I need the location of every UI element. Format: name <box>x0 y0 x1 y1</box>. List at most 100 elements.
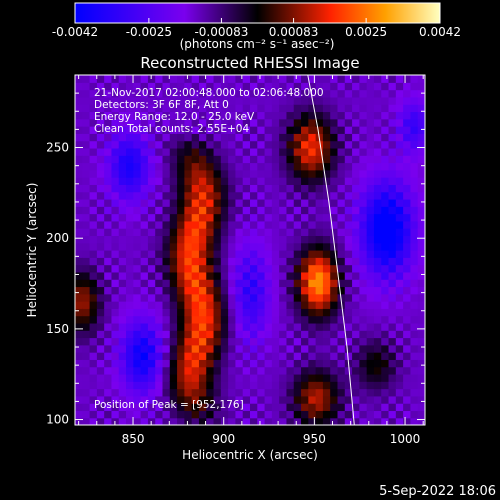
heatmap-cell <box>213 220 222 229</box>
heatmap-cell <box>242 279 251 288</box>
heatmap-cell <box>126 264 134 273</box>
heatmap-cell <box>410 118 419 127</box>
heatmap-cell <box>410 198 419 207</box>
heatmap-cell <box>96 395 105 404</box>
heatmap-cell <box>118 417 127 425</box>
heatmap-cell <box>381 191 390 200</box>
heatmap-cell <box>206 140 215 149</box>
heatmap-cell <box>126 388 134 397</box>
heatmap-cell <box>315 279 324 288</box>
heatmap-cell <box>220 315 229 324</box>
heatmap-cell <box>111 337 120 346</box>
heatmap-cell <box>82 373 91 382</box>
heatmap-cell <box>417 133 425 142</box>
heatmap-cell <box>315 308 324 317</box>
heatmap-cell <box>330 301 339 309</box>
heatmap-cell <box>330 126 339 134</box>
heatmap-cell <box>162 410 171 419</box>
heatmap-cell <box>147 147 156 156</box>
heatmap-cell <box>250 198 258 207</box>
heatmap-cell <box>366 330 375 339</box>
heatmap-cell <box>89 228 98 237</box>
x-axis: 850 900 950 1000 <box>78 75 424 446</box>
heatmap-cell <box>155 111 164 120</box>
heatmap-cell <box>191 403 200 412</box>
heatmap-cell <box>213 104 222 113</box>
heatmap-cell <box>228 410 237 419</box>
heatmap-cell <box>250 315 258 324</box>
heatmap-cell <box>293 111 302 120</box>
heatmap-cell <box>366 337 375 346</box>
heatmap-cell <box>410 220 419 229</box>
heatmap-cell <box>403 403 412 412</box>
heatmap-cell <box>301 271 309 280</box>
heatmap-cell <box>308 177 317 185</box>
heatmap-cell <box>206 352 215 360</box>
heatmap-cell <box>96 403 105 412</box>
heatmap-cell <box>228 417 237 425</box>
heatmap-cell <box>228 286 237 295</box>
heatmap-cell <box>293 126 302 134</box>
heatmap-cell <box>359 352 368 360</box>
heatmap-cell <box>330 403 339 412</box>
heatmap-cell <box>75 301 83 309</box>
heatmap-cell <box>140 96 149 105</box>
heatmap-cell <box>133 169 142 178</box>
heatmap-cell <box>235 206 244 215</box>
heatmap-cell <box>235 352 244 360</box>
heatmap-cell <box>373 352 382 360</box>
heatmap-cell <box>118 169 127 178</box>
heatmap-cell <box>169 286 178 295</box>
x-axis-label: Heliocentric X (arcsec) <box>182 448 318 462</box>
heatmap-cell <box>403 140 412 149</box>
heatmap-cell <box>206 330 215 339</box>
heatmap-cell <box>198 242 207 251</box>
heatmap-cell <box>308 344 317 353</box>
heatmap-cell <box>147 184 156 193</box>
heatmap-cell <box>286 162 295 171</box>
heatmap-cell <box>330 250 339 258</box>
heatmap-cell <box>75 403 83 412</box>
heatmap-cell <box>271 417 280 425</box>
heatmap-cell <box>279 228 288 237</box>
heatmap-cell <box>162 330 171 339</box>
heatmap-cell <box>213 242 222 251</box>
heatmap-cell <box>286 410 295 419</box>
heatmap-cell <box>235 126 244 134</box>
heatmap-cell <box>191 271 200 280</box>
heatmap-cell <box>191 75 200 83</box>
heatmap-cell <box>373 301 382 309</box>
heatmap-cell <box>352 118 360 127</box>
heatmap-cell <box>366 271 375 280</box>
heatmap-cell <box>111 264 120 273</box>
heatmap-cell <box>242 111 251 120</box>
heatmap-cell <box>96 381 105 390</box>
heatmap-cell <box>206 184 215 193</box>
heatmap-cell <box>293 403 302 412</box>
heatmap-cell <box>315 410 324 419</box>
heatmap-cell <box>337 220 346 229</box>
heatmap-cell <box>388 359 397 368</box>
heatmap-cell <box>177 147 185 156</box>
heatmap-cell <box>96 169 105 178</box>
heatmap-cell <box>198 388 207 397</box>
heatmap-cell <box>315 140 324 149</box>
heatmap-cell <box>417 228 425 237</box>
heatmap-cell <box>133 352 142 360</box>
heatmap-cell <box>111 322 120 331</box>
heatmap-cell <box>126 359 134 368</box>
heatmap-cell <box>293 213 302 222</box>
heatmap-cell <box>96 206 105 215</box>
heatmap-cell <box>133 330 142 339</box>
heatmap-cell <box>330 198 339 207</box>
heatmap-cell <box>242 271 251 280</box>
heatmap-cell <box>235 111 244 120</box>
heatmap-cell <box>162 308 171 317</box>
heatmap-cell <box>220 191 229 200</box>
heatmap-cell <box>330 206 339 215</box>
heatmap-cell <box>403 242 412 251</box>
heatmap-cell <box>220 257 229 266</box>
heatmap-cell <box>89 250 98 258</box>
heatmap-cell <box>169 344 178 353</box>
heatmap-cell <box>235 381 244 390</box>
